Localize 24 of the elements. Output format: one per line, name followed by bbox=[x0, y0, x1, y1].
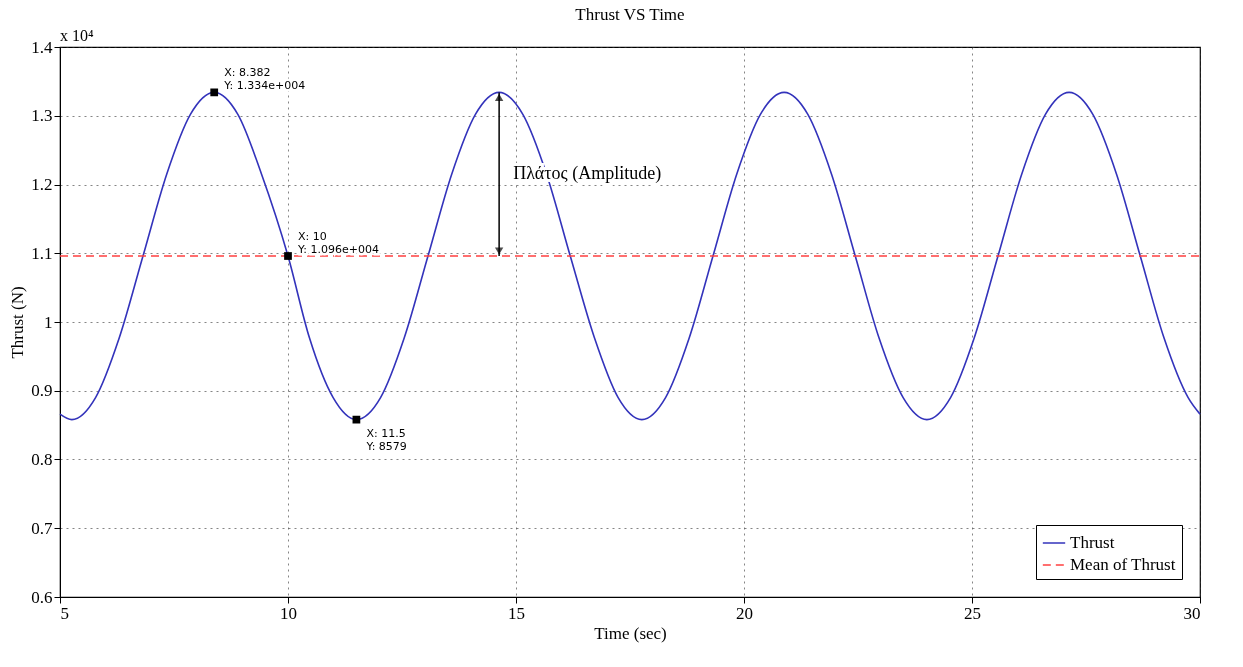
annotation: X: 10 Y: 1.096e+004 bbox=[297, 230, 379, 256]
chart-title: Thrust VS Time bbox=[575, 5, 685, 24]
annotation: X: 8.382 Y: 1.334e+004 bbox=[223, 66, 306, 93]
y-tick-label: 1.4 bbox=[31, 37, 53, 57]
x-tick-label: 20 bbox=[736, 603, 753, 623]
y-tick-label: 0.6 bbox=[31, 587, 53, 607]
x-tick-label: 30 bbox=[1183, 603, 1201, 623]
x-tick-label: 10 bbox=[280, 603, 297, 623]
x-tick-label: 25 bbox=[964, 603, 981, 623]
x-tick-label: 5 bbox=[60, 603, 69, 623]
y-tick-label: 0.9 bbox=[31, 381, 53, 401]
x-axis-title: Time (sec) bbox=[594, 623, 667, 643]
legend-label: Thrust bbox=[1070, 533, 1115, 552]
y-tick-label: 0.8 bbox=[31, 450, 53, 469]
y-axis-title: Thrust (N) bbox=[8, 286, 28, 359]
y-tick-label: 0.7 bbox=[31, 518, 53, 538]
legend-label: Mean of Thrust bbox=[1070, 555, 1176, 574]
annotation: X: 11.5 Y: 8579 bbox=[365, 426, 407, 453]
y-tick-label: 1.3 bbox=[31, 106, 53, 126]
y-tick-label: 1.2 bbox=[31, 175, 53, 194]
y-tick-label: 1 bbox=[44, 312, 53, 332]
text: x 10⁴ bbox=[60, 27, 94, 44]
x-tick-label: 15 bbox=[508, 603, 525, 623]
y-tick-label: 1.1 bbox=[31, 243, 53, 263]
